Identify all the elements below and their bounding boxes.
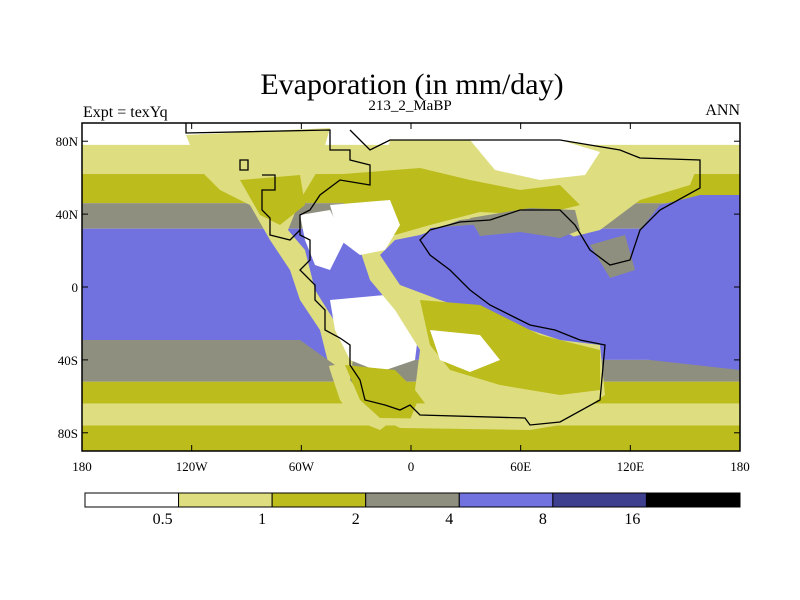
south-america-olive-zone: [345, 365, 420, 420]
north-america-coastline: [239, 159, 301, 241]
colorbar-level-label: 4: [445, 511, 453, 528]
africa-dry-zone: [430, 330, 500, 372]
tibet-dry-zone: [470, 140, 600, 180]
colorbar-level-label: 16: [624, 511, 640, 528]
antarctica-zone: [380, 418, 560, 430]
period-label: 213_2_MaBP: [368, 98, 451, 114]
y-tick-label: 80S: [58, 426, 78, 441]
y-axis: 80N 40N 0 40S 80S: [56, 134, 740, 441]
ocean-regions: [82, 195, 740, 372]
indian-ocean: [430, 195, 740, 370]
africa-olive-zone: [420, 300, 600, 395]
colorbar-level-label: 1: [258, 511, 266, 528]
x-tick-label: 180: [72, 459, 92, 474]
colorbar-swatch: [458, 492, 554, 508]
y-tick-label: 80N: [56, 134, 79, 149]
sahara-dry-zone: [330, 200, 400, 255]
season-label: ANN: [705, 102, 740, 119]
americas-land: [186, 128, 400, 430]
america-dry-zone: [300, 210, 345, 270]
asian-sea-grey: [470, 208, 580, 238]
y-tick-label: 0: [72, 280, 79, 295]
y-tick-label: 40S: [58, 353, 78, 368]
colorbar-swatch: [645, 492, 741, 508]
coastline: [185, 123, 701, 426]
colorbar-level-label: 2: [352, 511, 360, 528]
colorbar-swatch: [178, 492, 273, 508]
x-axis: 180 120W 60W 0 60E 120E 180: [72, 123, 750, 474]
colorbar: 0.5 1 2 4 8 16: [84, 492, 741, 528]
colorbar-level-label: 0.5: [153, 511, 173, 528]
experiment-label: Expt = texYq: [83, 104, 168, 121]
colorbar-swatch: [271, 492, 367, 508]
land-regions: [186, 128, 700, 430]
chart-title: Evaporation (in mm/day): [260, 68, 563, 101]
colorbar-swatch: [552, 492, 647, 508]
americas-olive-zone: [240, 175, 305, 225]
ocean-grey-shelf: [590, 235, 635, 278]
y-tick-label: 40N: [56, 207, 79, 222]
colorbar-level-label: 8: [539, 511, 547, 528]
x-tick-label: 120E: [617, 459, 645, 474]
x-tick-label: 0: [408, 459, 415, 474]
map-plot-area: [82, 123, 740, 451]
x-tick-label: 120W: [176, 459, 209, 474]
colorbar-swatch: [365, 492, 460, 508]
x-tick-label: 60W: [289, 459, 315, 474]
x-tick-label: 180: [730, 459, 750, 474]
south-america-dry-zone: [330, 295, 420, 372]
pacific-grey-south: [82, 340, 335, 372]
colorbar-swatch: [84, 492, 180, 508]
x-tick-label: 60E: [510, 459, 531, 474]
